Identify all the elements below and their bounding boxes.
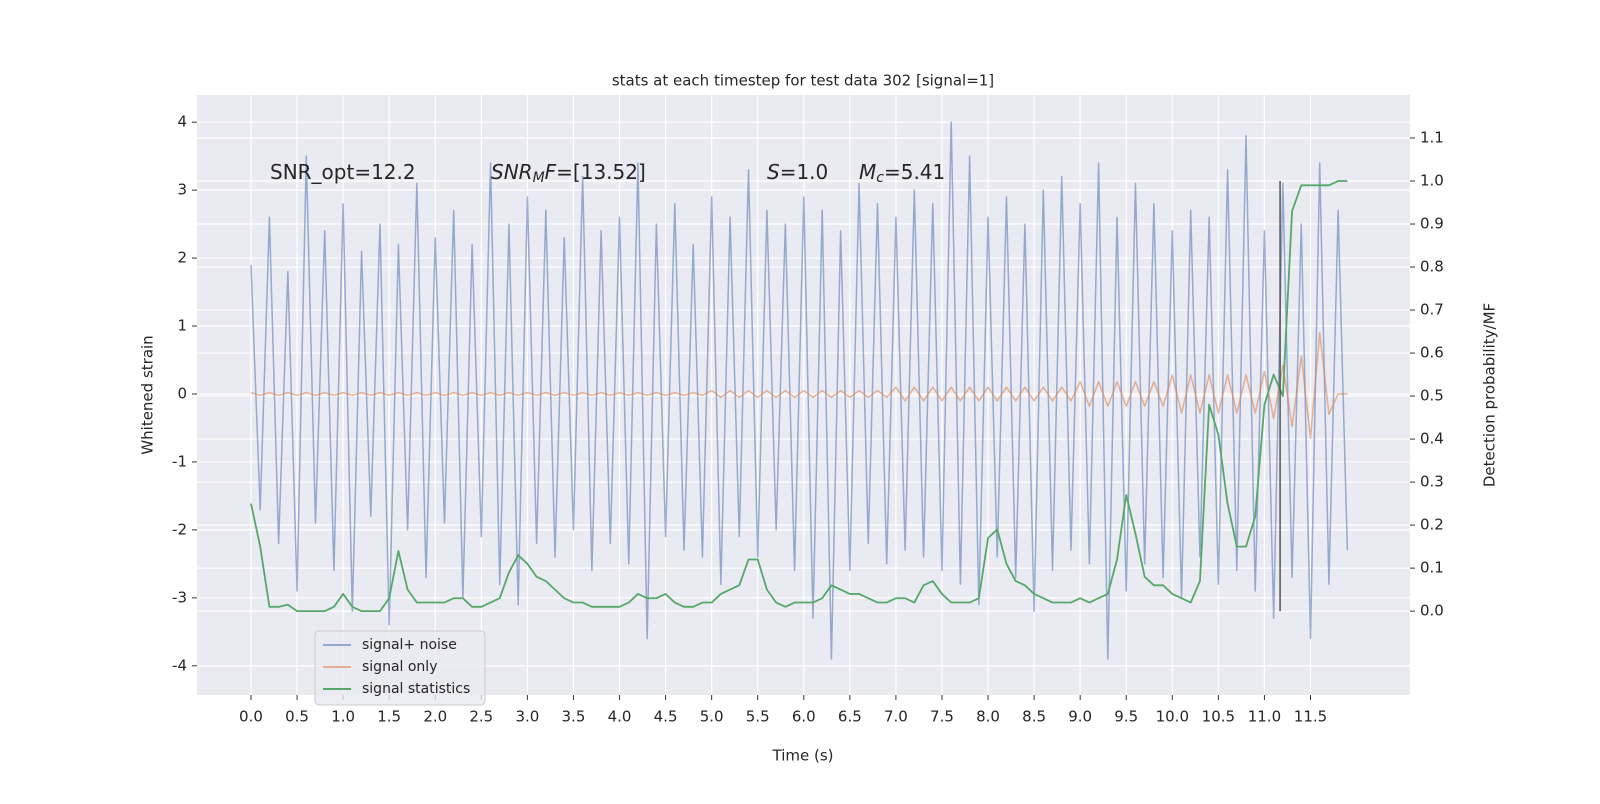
y-tick-label: 4 [177,113,187,131]
annotation-part: F [545,160,557,184]
x-tick-label: 6.0 [792,708,816,726]
x-tick-label: 11.0 [1248,708,1281,726]
annotation-part: M [859,160,876,184]
annotation-part: SNR [491,160,533,184]
y2-tick-label: 0.2 [1420,516,1444,534]
x-tick-label: 0.0 [239,708,263,726]
legend-label: signal statistics [362,681,470,697]
annotation-part: S [767,160,780,184]
y-tick-label: 0 [177,384,187,402]
y2-tick-label: 1.0 [1420,172,1444,190]
annotation-part: =5.41 [884,160,945,184]
y-tick-label: -1 [172,452,187,470]
legend: signal+ noise signal only signal statistic… [314,630,486,706]
annotation: S=1.0 [767,160,828,184]
annotation-part: c [876,170,884,186]
annotation: SNRMF=[13.52] [491,160,646,187]
x-axis-label: Time (s) [772,747,834,765]
x-tick-label: 2.0 [423,708,447,726]
y-tick-label: -3 [172,588,187,606]
annotation-part: SNR_opt=12.2 [270,160,416,184]
annotation: Mc=5.41 [859,160,945,187]
y2-tick-label: 1.1 [1420,129,1444,147]
y2-tick-label: 0.9 [1420,215,1444,233]
y2-tick-label: 0.1 [1420,559,1444,577]
x-tick-label: 10.5 [1202,708,1235,726]
x-tick-label: 7.0 [884,708,908,726]
x-tick-label: 4.0 [608,708,632,726]
y2-tick-label: 0.3 [1420,473,1444,491]
y-tick-label: 2 [177,249,187,267]
x-tick-label: 10.0 [1156,708,1189,726]
x-tick-label: 8.5 [1022,708,1046,726]
series-line [250,180,1348,613]
y2-tick-label: 0.5 [1420,387,1444,405]
annotation-part: =1.0 [780,160,829,184]
legend-box [314,630,486,706]
y-tick-label: -2 [172,520,187,538]
x-tick-label: 8.0 [976,708,1000,726]
y-tick-label: -4 [172,656,187,674]
y-tick-label: 1 [177,317,187,335]
y2-axis-label: Detection probability/MF [1481,303,1499,487]
annotation-part: M [533,170,545,186]
annotation-part: =[13.52] [556,160,646,184]
chart-title: stats at each timestep for test data 302… [612,72,994,90]
x-tick-label: 5.5 [746,708,770,726]
series-line [250,121,1349,660]
x-tick-label: 7.5 [930,708,954,726]
x-tick-label: 3.0 [515,708,539,726]
y2-tick-label: 0.4 [1420,430,1444,448]
y2-tick-label: 0.6 [1420,344,1444,362]
x-tick-label: 4.5 [654,708,678,726]
x-tick-label: 11.5 [1294,708,1327,726]
y-axis-label: Whitened strain [139,335,157,454]
x-tick-label: 9.5 [1114,708,1138,726]
legend-label: signal+ noise [362,637,457,653]
x-tick-label: 5.0 [700,708,724,726]
x-tick-label: 9.0 [1068,708,1092,726]
y-tick-label: 3 [177,181,187,199]
x-tick-label: 2.5 [469,708,493,726]
legend-label: signal only [362,659,437,675]
x-tick-label: 6.5 [838,708,862,726]
series-line [250,332,1348,439]
x-tick-label: 0.5 [285,708,309,726]
annotation: SNR_opt=12.2 [270,160,416,184]
x-tick-label: 1.5 [377,708,401,726]
y2-tick-label: 0.0 [1420,602,1444,620]
x-tick-label: 3.5 [562,708,586,726]
y2-tick-label: 0.8 [1420,258,1444,276]
x-tick-label: 1.0 [331,708,355,726]
y2-tick-label: 0.7 [1420,301,1444,319]
